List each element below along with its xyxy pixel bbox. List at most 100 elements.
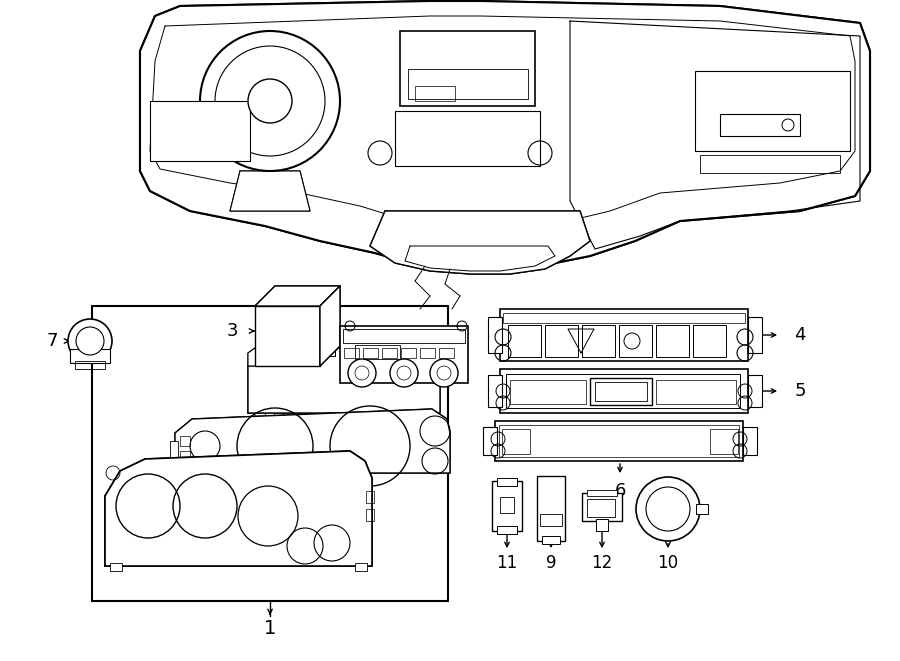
Text: 4: 4 [794,326,806,344]
Bar [506,374,740,408]
Circle shape [76,327,104,355]
Bar [92,306,448,601]
Bar [488,375,502,407]
Polygon shape [230,171,310,211]
Bar [415,86,455,101]
Circle shape [430,359,458,387]
Polygon shape [370,211,590,274]
Bar [170,441,178,459]
Bar [587,499,615,517]
Polygon shape [140,1,870,271]
Bar [420,348,435,358]
Circle shape [248,79,292,123]
Polygon shape [248,343,440,413]
Bar [492,481,522,531]
Bar [340,326,468,383]
Bar [70,349,110,363]
Bar [693,325,726,357]
Bar [582,493,622,521]
Bar [408,69,528,99]
Circle shape [348,359,376,387]
Bar [495,421,743,461]
Bar [695,71,850,151]
Bar [510,380,586,404]
Polygon shape [255,286,340,306]
Bar [500,309,748,361]
Bar [344,348,359,358]
Bar [150,101,250,161]
Bar [255,306,320,366]
Bar [366,491,374,503]
Bar [700,155,840,173]
Bar [502,429,530,454]
Polygon shape [310,343,335,356]
Bar [395,111,540,166]
Bar [587,490,617,496]
Text: J: J [517,439,519,445]
Bar [355,345,400,359]
Polygon shape [320,286,340,366]
Bar [366,509,374,521]
Text: 7: 7 [46,332,58,350]
Bar [710,429,738,454]
Text: E: E [508,439,512,445]
Circle shape [636,477,700,541]
Bar [542,536,560,544]
Bar [743,427,757,455]
Bar [355,563,367,571]
Bar [595,382,647,401]
Bar [619,325,652,357]
Bar [696,504,708,514]
Text: 6: 6 [615,482,626,500]
Bar [75,361,105,369]
Bar [363,348,378,358]
Bar [499,425,739,457]
Bar [497,478,517,486]
Text: 8: 8 [399,397,410,415]
Bar [500,369,748,413]
Text: N: N [667,336,675,346]
Text: J: J [725,439,727,445]
Bar [582,325,615,357]
Bar [656,325,689,357]
Bar [180,451,190,461]
Text: 11: 11 [497,554,518,572]
Polygon shape [248,343,276,366]
Bar [545,325,578,357]
Bar [596,519,608,531]
Bar [537,476,565,541]
Bar [748,375,762,407]
Bar [508,325,541,357]
Bar [343,329,465,343]
Text: 1: 1 [264,619,276,637]
Bar [170,457,178,465]
Text: 2: 2 [249,502,261,520]
Polygon shape [175,409,450,473]
Bar [382,348,397,358]
Bar [400,31,535,106]
Bar [656,380,736,404]
Bar [401,348,416,358]
Bar [720,114,800,136]
Circle shape [200,31,340,171]
Bar [497,526,517,534]
Bar [503,313,745,323]
Text: 3: 3 [226,322,238,340]
Bar [748,317,762,353]
Bar [439,348,454,358]
Bar [483,427,497,455]
Bar [488,317,502,353]
Circle shape [68,319,112,363]
Text: 9: 9 [545,554,556,572]
Bar [110,563,122,571]
Bar [180,436,190,446]
Text: E: E [716,439,720,445]
Polygon shape [105,451,372,566]
Text: 10: 10 [657,554,679,572]
Bar [500,497,514,513]
Bar [590,378,652,405]
Circle shape [390,359,418,387]
Text: 12: 12 [591,554,613,572]
Polygon shape [362,343,385,353]
Text: 5: 5 [794,382,806,400]
